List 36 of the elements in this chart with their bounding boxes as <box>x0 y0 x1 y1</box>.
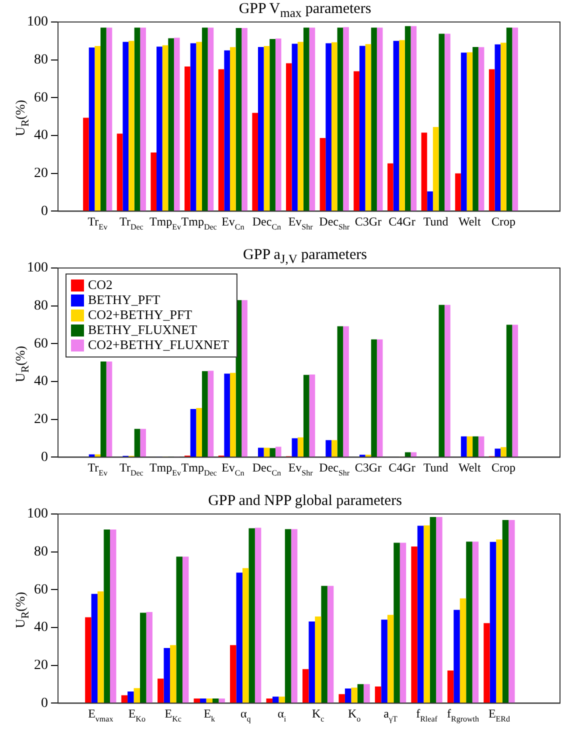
y-tick-label: 80 <box>34 544 48 560</box>
x-tick-label: C3Gr <box>354 214 382 228</box>
y-tick-label: 40 <box>34 374 48 390</box>
y-tick-label: 100 <box>27 260 48 276</box>
y-tick-label: 40 <box>34 620 48 636</box>
y-tick-label: 0 <box>41 204 48 219</box>
x-tick-label: Crop <box>491 214 516 228</box>
y-tick-label: 60 <box>34 90 48 106</box>
legend-label: CO2 <box>88 276 113 292</box>
legend-label: BETHY_FLUXNET <box>88 322 198 337</box>
y-tick-label: 80 <box>34 52 48 68</box>
y-tick-label: 20 <box>34 166 48 182</box>
chart-title: GPP a$_{J,V}$ parameters <box>242 246 368 268</box>
y-tick-label: 20 <box>34 658 48 674</box>
x-tick-label: Welt <box>458 214 482 228</box>
x-tick-label: C4Gr <box>388 214 416 228</box>
y-tick-label: 100 <box>27 14 48 30</box>
y-tick-label: 0 <box>41 696 48 711</box>
legend-label: BETHY_PFT <box>88 292 160 307</box>
chart-title: GPP and NPP global parameters <box>207 492 403 510</box>
x-tick-label: Tund <box>423 214 448 228</box>
y-tick-label: 0 <box>41 450 48 465</box>
x-tick-label: Tund <box>423 460 448 474</box>
y-tick-label: 60 <box>34 336 48 352</box>
legend-label: CO2+BETHY_PFT <box>88 306 192 322</box>
y-tick-label: 80 <box>34 298 48 314</box>
chart-title: GPP V$_{max}$ parameters <box>238 0 372 22</box>
x-tick-label: C3Gr <box>354 460 382 474</box>
legend-label: CO2+BETHY_FLUXNET <box>88 336 229 352</box>
x-tick-label: Welt <box>458 460 482 474</box>
y-tick-label: 60 <box>34 582 48 598</box>
y-tick-label: 40 <box>34 128 48 144</box>
y-tick-label: 100 <box>27 506 48 522</box>
x-tick-label: Crop <box>491 460 516 474</box>
y-tick-label: 20 <box>34 412 48 428</box>
x-tick-label: C4Gr <box>388 460 416 474</box>
